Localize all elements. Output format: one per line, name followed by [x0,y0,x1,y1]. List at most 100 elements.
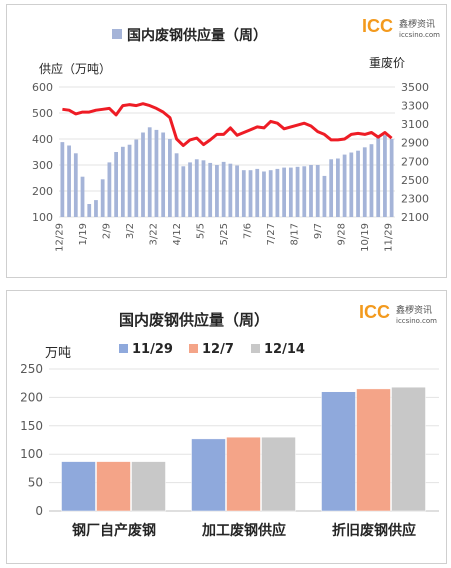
y-tick-label: 50 [28,476,43,490]
supply-bar [208,162,213,217]
supply-bar [383,135,387,217]
logo-cn: 鑫椤资讯 [399,18,435,30]
y-tick-label: 0 [35,504,43,518]
y-left-tick-label: 200 [32,185,53,198]
y-left-tick-label: 400 [32,133,53,146]
supply-bar [188,162,192,217]
logo-mark-2: ICC [359,302,390,322]
legend-swatch [119,344,128,353]
x-tick-label: 3/2 [125,223,136,239]
legend-label: 12/7 [202,342,234,357]
y-tick-label: 150 [20,419,43,433]
category-supply-chart: 国内废钢供应量（周） ICC 鑫椤资讯 iccsino.com 万吨 11/29… [20,302,439,539]
logo-cn-2: 鑫椤资讯 [396,304,432,316]
supply-bar [235,165,239,217]
supply-bar [87,204,92,217]
supply-bar [329,159,334,217]
supply-bar [215,165,219,217]
chart2-axis-title: 万吨 [45,346,71,361]
supply-bar [114,152,119,217]
icc-logo: ICC 鑫椤资讯 iccsino.com [362,16,440,39]
logo-url: iccsino.com [399,31,440,39]
category-supply-chart-panel: 国内废钢供应量（周） ICC 鑫椤资讯 iccsino.com 万吨 11/29… [6,290,447,564]
x-tick-label: 4/12 [172,223,183,245]
supply-bar [228,163,233,217]
y-right-tick-label: 2500 [401,174,429,187]
category-bar [61,461,96,512]
supply-bar [288,167,293,217]
category-label: 加工废钢供应 [201,522,286,539]
supply-bar [362,147,367,217]
logo-url-2: iccsino.com [396,317,437,325]
supply-bar [248,170,253,217]
supply-bar [120,146,125,217]
supply-bar [181,166,186,217]
x-tick-label: 9/28 [337,223,348,245]
supply-bar [67,145,71,217]
chart1-title: 国内废钢供应量（周） [127,27,267,44]
supply-bar [262,171,266,217]
y-tick-label: 200 [20,390,43,404]
y-left-tick-label: 300 [32,159,53,172]
category-label: 钢厂自产废钢 [72,522,156,539]
x-tick-label: 5/25 [219,223,230,245]
supply-bar [241,170,246,217]
supply-bar [147,127,152,217]
supply-bar [349,152,354,217]
chart2-title: 国内废钢供应量（周） [119,311,269,329]
supply-bar [221,161,226,217]
y-right-tick-label: 2100 [401,211,429,224]
supply-bar [60,142,65,217]
x-tick-label: 10/19 [360,223,371,252]
category-bar [391,386,426,512]
supply-bar [127,144,132,217]
x-tick-label: 8/17 [290,223,301,245]
supply-bar [73,153,78,217]
x-tick-label: 1/19 [78,223,89,245]
supply-bar [107,162,112,217]
y-left-tick-label: 600 [32,81,53,94]
supply-bar [342,154,347,217]
supply-bar [201,160,206,217]
category-bar [131,461,166,512]
weekly-supply-chart-panel: 国内废钢供应量（周） ICC 鑫椤资讯 iccsino.com 供应（万吨） 重… [6,4,447,278]
y-tick-label: 100 [20,447,43,461]
supply-bar [389,139,394,217]
logo-mark: ICC [362,16,393,36]
legend-swatch-bar [112,29,122,39]
supply-bar [268,170,273,217]
x-tick-label: 12/29 [54,223,65,252]
supply-bar [309,165,313,217]
y-right-tick-label: 2700 [401,155,429,168]
y-right-tick-label: 3100 [401,118,429,131]
y-right-tick-label: 2300 [401,192,429,205]
supply-bar [161,132,166,217]
supply-bar [369,144,374,217]
category-bar [191,438,226,512]
legend-label: 12/14 [264,342,305,357]
scrap-price-line [62,102,393,147]
supply-bar [282,167,287,217]
category-bar [96,461,131,512]
supply-bar [335,158,340,217]
supply-bar [315,165,320,217]
y-left-tick-label: 100 [32,211,53,224]
category-bar [226,436,261,512]
x-tick-label: 7/27 [266,223,277,245]
y-right-tick-label: 3300 [401,100,429,113]
supply-bar [302,166,307,217]
supply-bar [295,166,300,217]
category-bar [356,388,391,512]
supply-bar [154,129,159,217]
supply-bar [174,153,179,217]
x-tick-label: 7/6 [243,223,254,239]
legend-swatch [251,344,260,353]
x-tick-label: 11/29 [384,223,395,252]
left-axis-title: 供应（万吨） [39,61,111,76]
supply-bar [322,175,327,217]
y-right-tick-label: 3500 [401,81,429,94]
supply-bar [255,168,260,217]
category-bar [321,391,356,512]
x-tick-label: 5/5 [195,223,206,239]
y-tick-label: 250 [20,362,43,376]
